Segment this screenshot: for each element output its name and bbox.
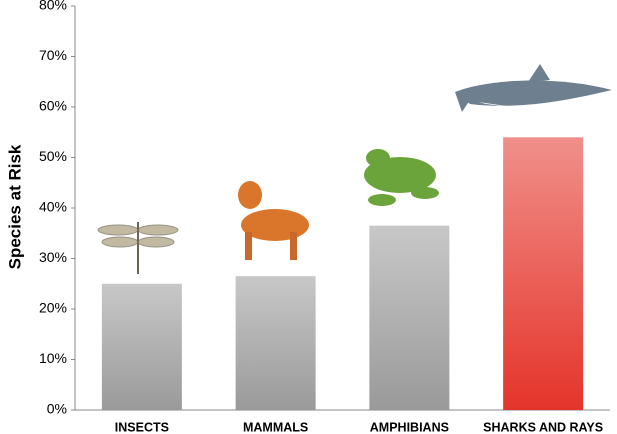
bar [235,276,316,410]
y-tick-label: 10% [39,350,67,366]
tiger-icon [238,181,309,260]
x-tick-label: INSECTS [115,420,169,434]
bar [101,283,182,410]
y-tick-label: 80% [39,0,67,13]
y-tick-label: 50% [39,148,67,164]
x-tick-label: MAMMALS [243,420,308,434]
y-tick-label: 20% [39,300,67,316]
y-tick-label: 0% [47,401,67,417]
x-tick-label: AMPHIBIANS [370,420,449,434]
shark-icon [455,64,612,112]
y-axis-title: Species at Risk [5,144,24,269]
y-tick-label: 30% [39,249,67,265]
bar [503,137,584,411]
bar [369,225,450,410]
frog-icon [364,149,439,206]
x-tick-label: SHARKS AND RAYS [483,420,603,434]
y-tick-label: 60% [39,98,67,114]
y-tick-label: 40% [39,199,67,215]
y-tick-label: 70% [39,47,67,63]
dragonfly-icon [97,222,179,274]
